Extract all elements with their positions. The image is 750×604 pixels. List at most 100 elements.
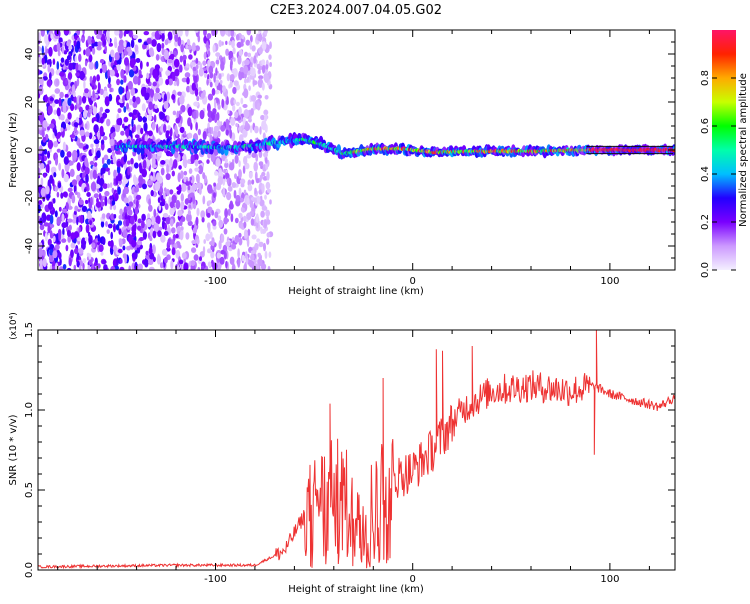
heatmap-cell [238,49,243,56]
y-tick-label: 0.0 [24,562,35,578]
heatmap-cell [42,258,47,268]
heatmap-cell [148,101,154,110]
heatmap-cell [47,225,51,234]
heatmap-cell [177,172,181,183]
heatmap-cell [207,93,213,101]
heatmap-cell [100,139,105,145]
heatmap-cell [57,182,62,189]
heatmap-cell [168,165,172,173]
heatmap-cell [196,207,200,217]
heatmap-cell [43,250,46,257]
heatmap-cell [150,216,156,226]
heatmap-cell [137,218,142,224]
heatmap-cell [137,153,142,161]
heatmap-cell [66,124,71,131]
heatmap-cell [97,175,101,184]
heatmap-cell [60,127,64,132]
heatmap-cell [201,217,205,223]
heatmap-cell [164,223,168,231]
heatmap-cell [229,162,235,171]
heatmap-cell [229,74,235,81]
heatmap-cell [74,191,78,195]
heatmap-cell [114,30,120,36]
heatmap-cell [79,129,85,136]
heatmap-cell [59,91,64,99]
heatmap-cell [148,198,152,206]
heatmap-cell [264,250,268,259]
heatmap-cell [99,88,104,96]
heatmap-cell [258,75,264,80]
heatmap-cell [249,260,255,268]
heatmap-cell [254,125,259,134]
heatmap-cell [180,44,184,53]
heatmap-cell [83,49,86,56]
heatmap-cell [253,55,257,64]
heatmap-cell [231,182,237,188]
y-tick-label: -20 [24,190,35,206]
heatmap-cell [71,84,76,94]
heatmap-cell [110,49,115,58]
heatmap-cell [191,82,196,91]
heatmap-cell [263,219,268,229]
heatmap-cell [166,115,170,121]
heatmap-cell [229,129,233,139]
heatmap-cell [47,201,54,210]
heatmap-cell [99,59,105,64]
heatmap-cell [100,220,105,228]
heatmap-cell [56,107,61,117]
heatmap-cell [76,216,79,226]
heatmap-cell [203,51,207,60]
heatmap-cell [216,157,220,164]
heatmap-cell [102,237,106,246]
heatmap-cell [241,34,245,40]
heatmap-cell [116,64,121,71]
heatmap-cell [50,33,54,39]
heatmap-cell [38,32,41,41]
heatmap-cell [78,264,82,270]
heatmap-cell [130,39,135,49]
heatmap-cell [211,237,215,247]
heatmap-cell [260,210,265,218]
heatmap-cell [207,248,212,254]
y-tick-label: 1.0 [24,402,35,418]
heatmap-cell [224,158,228,164]
heatmap-cell [234,154,239,164]
heatmap-cell [63,173,69,183]
heatmap-cell [70,103,75,111]
heatmap-cell [92,106,98,116]
heatmap-cell [63,50,68,55]
heatmap-cell [93,193,99,199]
heatmap-cell [218,73,222,80]
heatmap-cell [216,252,221,259]
heatmap-cell [220,60,225,71]
heatmap-cell [52,235,56,243]
heatmap-cell [38,55,42,64]
heatmap-cell [254,187,257,194]
heatmap-cell [49,123,55,129]
heatmap-cell [177,91,182,96]
heatmap-cell [242,65,249,75]
heatmap-cell [221,98,225,109]
heatmap-cell [107,183,110,189]
heatmap-cell [159,67,163,72]
heatmap-cell [179,55,183,63]
heatmap-cell [266,219,271,225]
y-tick-label: 1.5 [24,322,35,338]
heatmap-cell [165,216,171,225]
heatmap-cell [82,146,87,150]
heatmap-cell [129,98,133,106]
heatmap-cell [73,122,79,128]
heatmap-cell [131,239,137,248]
heatmap-cell [203,35,208,44]
heatmap-cell [212,262,218,270]
heatmap-cell [127,209,133,216]
heatmap-cell [41,45,44,56]
heatmap-cell [165,247,171,252]
snr-frame [37,329,676,571]
heatmap-cell [268,71,271,77]
heatmap-cell [42,136,47,143]
heatmap-cell [38,242,43,249]
heatmap-cell [239,178,246,185]
heatmap-cell [256,33,259,41]
heatmap-cell [45,38,49,48]
